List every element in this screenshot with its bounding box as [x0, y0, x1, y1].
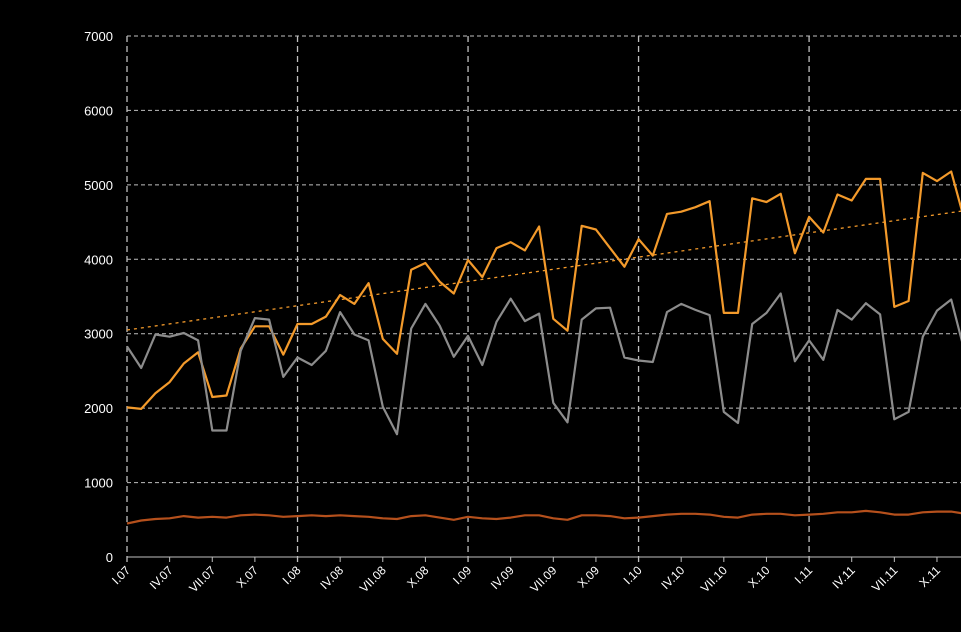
y-tick-label: 4000: [84, 252, 113, 267]
x-tick-label: I.11: [792, 563, 816, 587]
x-tick-label: VII.07: [186, 563, 218, 595]
y-tick-label: 2000: [84, 401, 113, 416]
grid-lines: [126, 35, 961, 563]
x-tick-label: I.07: [109, 563, 133, 587]
x-axis-ticks: I.07 IV.07 VII.07 X.07 I.08 IV.08 VII.08 X.08 I.…: [109, 563, 943, 595]
series-lines: [126, 170, 961, 525]
x-tick-label: IV.09: [488, 563, 517, 592]
series-line-orange_trend: [126, 210, 961, 331]
x-tick-label: X.07: [234, 563, 262, 591]
x-tick-label: IV.08: [317, 563, 346, 592]
x-tick-label: I.09: [450, 563, 474, 587]
series-line-gray: [126, 292, 961, 436]
x-tick-label: VII.10: [698, 563, 730, 595]
y-tick-label: 1000: [84, 476, 113, 491]
y-axis-ticks: 0 1000 2000 3000 4000 5000 6000 7000: [84, 29, 113, 565]
y-tick-label: 5000: [84, 178, 113, 193]
x-tick-label: VII.08: [357, 563, 389, 595]
y-tick-label: 7000: [84, 29, 113, 44]
x-tick-label: X.11: [916, 563, 943, 590]
series-line-rust: [126, 509, 961, 525]
x-tick-label: I.10: [621, 563, 645, 587]
x-tick-label: VII.11: [869, 563, 901, 595]
x-tick-label: VII.09: [527, 563, 559, 595]
y-tick-label: 0: [106, 550, 113, 565]
x-tick-label: X.08: [404, 563, 432, 591]
x-tick-label: X.09: [575, 563, 603, 591]
series-line-orange: [126, 170, 961, 410]
y-tick-label: 6000: [84, 103, 113, 118]
x-tick-label: IV.07: [147, 563, 176, 592]
x-tick-label: I.08: [280, 563, 304, 587]
x-tick-label: IV.10: [658, 563, 687, 592]
y-tick-label: 3000: [84, 327, 113, 342]
x-tick-label: IV.11: [830, 563, 859, 592]
x-tick-label: X.10: [745, 563, 773, 591]
